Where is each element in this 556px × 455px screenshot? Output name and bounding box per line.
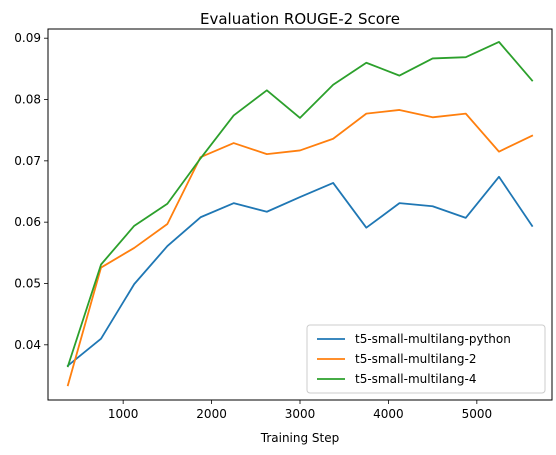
legend-label-1: t5-small-multilang-python [355, 332, 511, 346]
y-tick-label: 0.05 [14, 276, 41, 290]
y-tick-label: 0.08 [14, 93, 41, 107]
legend-box [306, 324, 546, 394]
y-tick-label: 0.04 [14, 338, 41, 352]
series-line-1 [66, 175, 534, 367]
series-layer [66, 40, 534, 387]
x-tick-label: 4000 [373, 407, 404, 421]
x-axis-label: Training Step [260, 431, 340, 445]
series-line-3 [66, 40, 534, 368]
chart-title: Evaluation ROUGE-2 Score [200, 10, 400, 28]
legend-label-3: t5-small-multilang-4 [355, 372, 477, 386]
series-line-2 [66, 109, 534, 387]
y-axis: 0.04 0.05 0.06 0.07 0.08 0.09 [14, 31, 48, 352]
legend: t5-small-multilang-python t5-small-multil… [306, 324, 546, 394]
x-tick-label: 3000 [285, 407, 316, 421]
x-tick-label: 5000 [462, 407, 493, 421]
x-axis: 1000 2000 3000 4000 5000 [108, 400, 492, 421]
x-tick-label: 1000 [108, 407, 139, 421]
x-tick-label: 2000 [196, 407, 227, 421]
y-tick-label: 0.06 [14, 215, 41, 229]
legend-label-2: t5-small-multilang-2 [355, 352, 477, 366]
y-tick-label: 0.09 [14, 31, 41, 45]
y-tick-label: 0.07 [14, 154, 41, 168]
